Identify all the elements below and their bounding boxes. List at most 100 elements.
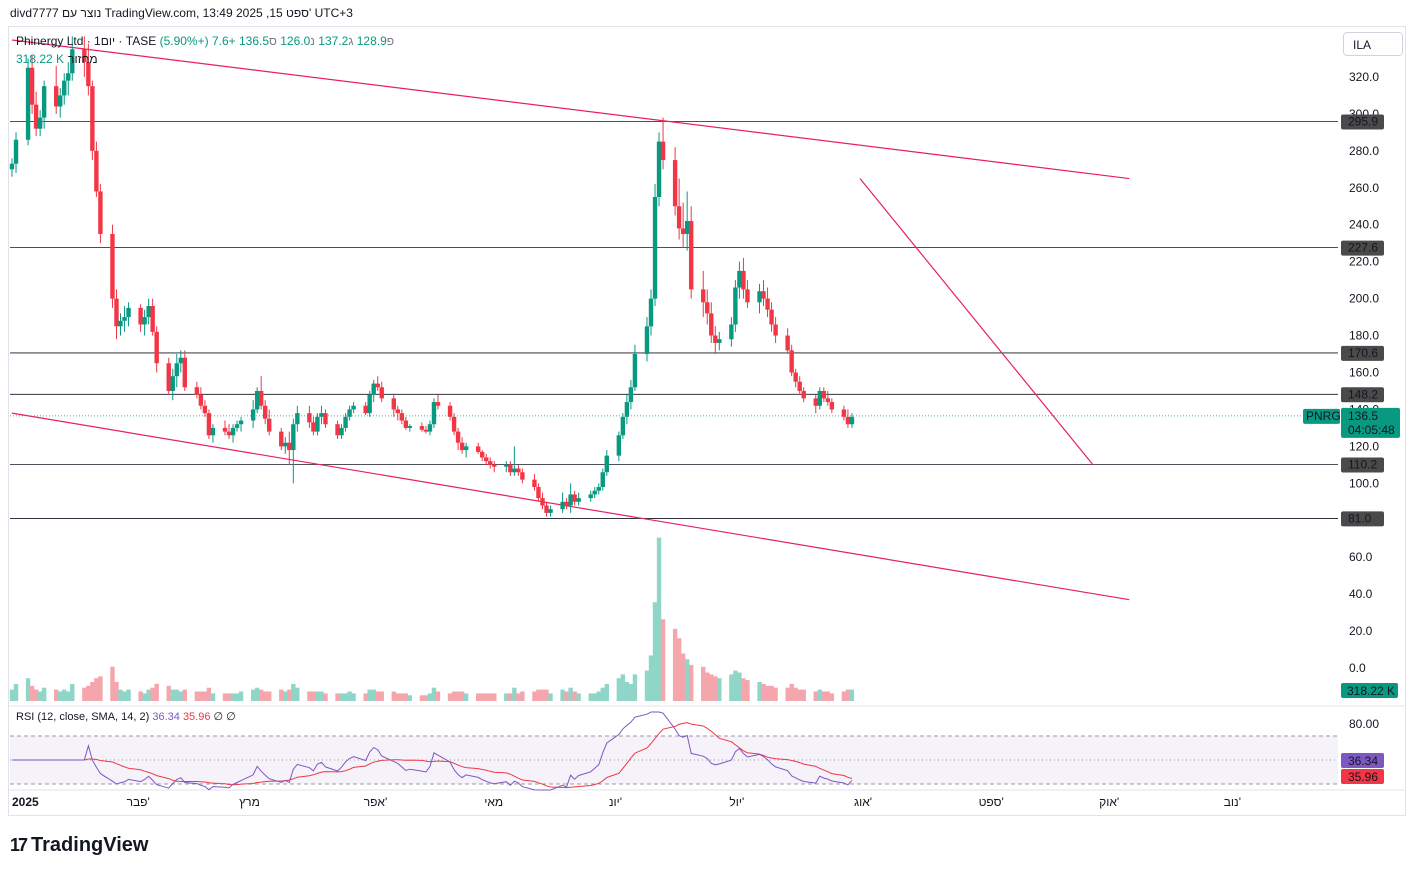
rsi-sma-label: 35.96 — [1348, 770, 1378, 784]
volume-bar — [648, 655, 654, 701]
candle-body — [604, 455, 609, 473]
volume-bar — [733, 670, 738, 701]
candle-body — [29, 67, 35, 105]
volume-bar — [206, 687, 212, 701]
price-tick-label: 40.0 — [1349, 587, 1373, 601]
candle-body — [66, 73, 71, 81]
open-value: 128.9 — [356, 34, 387, 48]
candle-body — [431, 402, 437, 425]
candle-body — [367, 394, 372, 414]
volume-bar — [568, 687, 573, 701]
volume-bar — [198, 691, 204, 701]
volume-bar — [504, 693, 509, 701]
candle-body — [150, 306, 155, 332]
time-axis-label: מאי — [484, 795, 503, 809]
candle-body — [86, 62, 91, 87]
volume-bar — [560, 689, 565, 701]
volume-bar — [202, 691, 208, 701]
candle-body — [210, 427, 216, 436]
volume-bar — [484, 693, 489, 701]
volume-bar — [351, 693, 356, 701]
volume-bar — [488, 693, 493, 701]
candle-body — [339, 427, 344, 436]
candle-body — [632, 354, 638, 388]
volume-bar — [652, 602, 658, 701]
candle-body — [761, 291, 766, 299]
candle-body — [660, 141, 666, 161]
change-value: +7.6 (+5.90%) — [159, 34, 236, 48]
volume-bar — [789, 683, 794, 701]
candle-body — [785, 335, 790, 351]
candle-body — [347, 409, 352, 417]
horizontal-level-tag — [1341, 457, 1384, 473]
volume-bar — [343, 693, 348, 701]
candle-body — [37, 117, 43, 129]
close-value: 136.5 — [238, 34, 270, 48]
candle-body — [793, 372, 798, 382]
volume-bar — [150, 687, 155, 701]
candle-body — [315, 416, 320, 432]
volume-bar — [138, 691, 143, 701]
candle-body — [142, 317, 147, 325]
volume-bar — [234, 693, 240, 701]
candle-body — [644, 326, 650, 355]
time-axis-label: פבר' — [127, 795, 150, 809]
currency-button[interactable]: ILA — [1343, 32, 1403, 56]
candle-body — [684, 221, 690, 234]
price-tick-label: 200.0 — [1349, 292, 1379, 306]
volume-bar — [41, 687, 47, 701]
candle-body — [258, 390, 264, 406]
candle-body — [226, 431, 232, 436]
volume-bar — [620, 674, 626, 701]
candle-body — [146, 306, 151, 318]
horizontal-level-label: 170.6 — [1348, 346, 1378, 360]
rsi-value-label: 36.34 — [1348, 754, 1378, 768]
volume-bar — [62, 689, 67, 701]
volume-bar — [82, 687, 87, 701]
volume-bar — [475, 693, 481, 701]
candle-body — [295, 413, 300, 425]
volume-bar — [632, 674, 638, 701]
candle-body — [98, 191, 103, 234]
candle-body — [769, 309, 774, 325]
volume-bar — [463, 693, 469, 701]
volume-tag-label: 318.22 K — [1347, 684, 1395, 698]
candle-body — [475, 446, 481, 452]
volume-bar — [319, 691, 324, 701]
volume-bar — [166, 685, 171, 701]
candle-body — [568, 494, 573, 506]
candle-body — [817, 390, 822, 406]
tradingview-logo[interactable]: 17 TradingView — [10, 834, 148, 857]
volume-bar — [508, 693, 513, 701]
volume-bar — [226, 693, 232, 701]
candle-body — [480, 451, 485, 458]
volume-bar — [713, 676, 718, 701]
volume-bar — [459, 691, 465, 701]
candle-body — [114, 298, 119, 327]
candle-body — [118, 320, 123, 327]
trendline — [859, 178, 1094, 466]
price-tick-label: 100.0 — [1349, 476, 1379, 490]
symbol-title: Phinergy Ltd · 1יום · TASE — [16, 34, 157, 48]
tradingview-logo-text: TradingView — [31, 834, 149, 856]
volume-tag-bg — [1341, 683, 1398, 698]
volume-bar — [279, 689, 284, 701]
candle-body — [797, 381, 802, 391]
rsi-legend-sma: 35.96 — [182, 711, 211, 723]
candle-body — [588, 494, 593, 499]
symbol-tag-bg — [1303, 408, 1340, 424]
volume-bar — [451, 691, 457, 701]
price-tag-bg — [1341, 407, 1400, 438]
volume-bar — [849, 689, 855, 701]
volume-bar — [536, 689, 541, 701]
candle-body — [680, 228, 686, 234]
volume-bar — [37, 691, 43, 701]
candle-body — [596, 487, 601, 491]
horizontal-level-tag — [1341, 345, 1384, 361]
candle-body — [624, 402, 630, 417]
candle-body — [773, 324, 778, 336]
candle-body — [206, 413, 212, 436]
volume-bar — [520, 691, 525, 701]
candle-body — [564, 501, 569, 506]
